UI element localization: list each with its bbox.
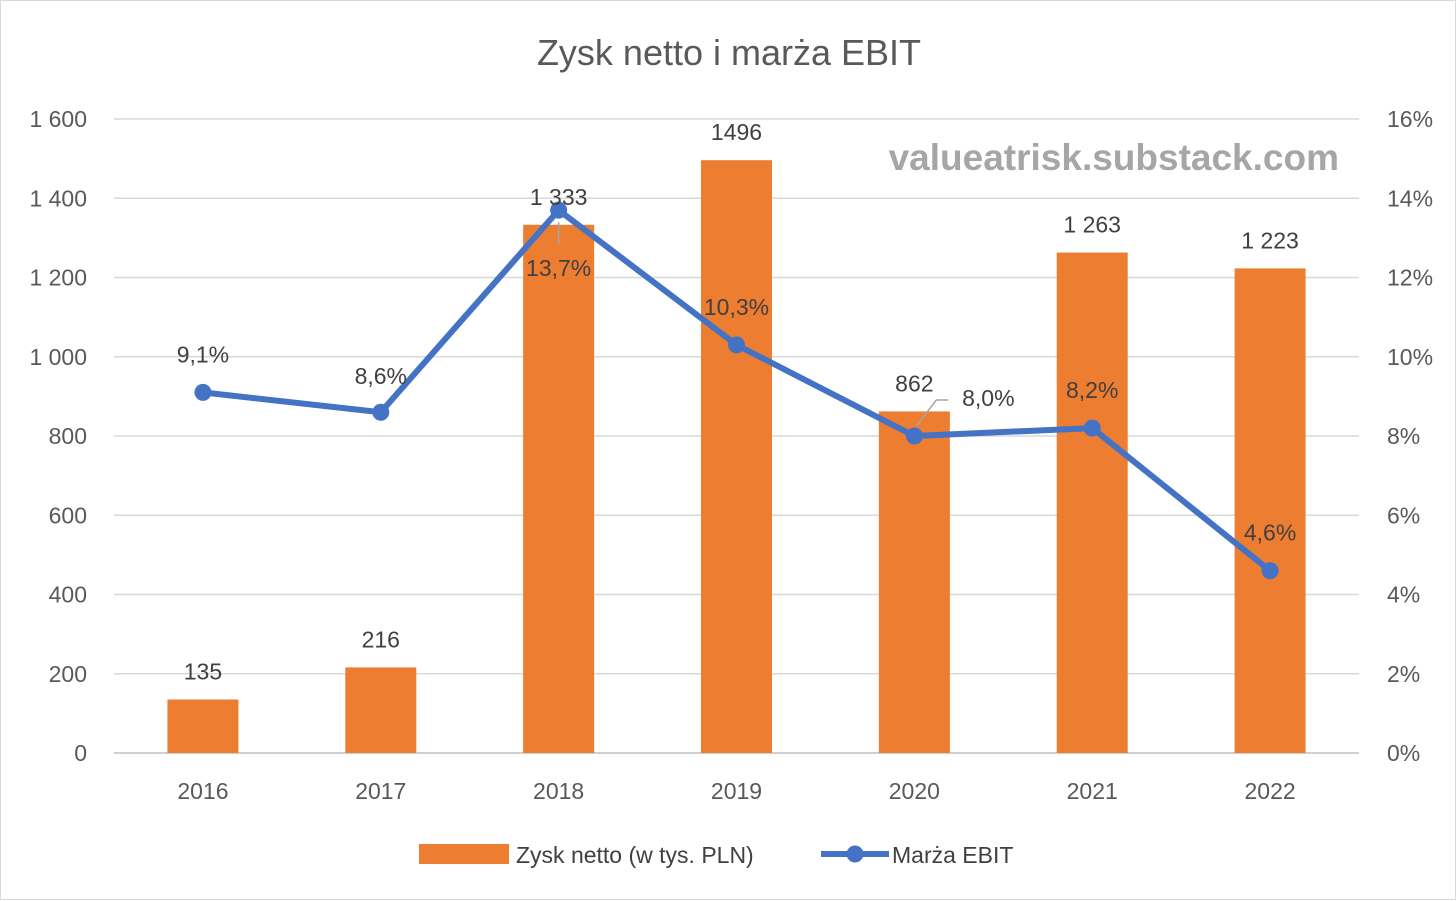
- y-left-tick-label: 1 000: [29, 344, 87, 370]
- y-left-tick-label: 0: [74, 740, 87, 766]
- watermark-text: valueatrisk.substack.com: [889, 137, 1339, 178]
- y-right-tick-label: 8%: [1387, 423, 1420, 449]
- chart-title: Zysk netto i marża EBIT: [537, 32, 921, 73]
- x-tick-label: 2016: [177, 778, 228, 804]
- x-tick-label: 2019: [711, 778, 762, 804]
- x-tick-label: 2022: [1244, 778, 1295, 804]
- bar: [878, 411, 950, 753]
- legend-label-zysk-netto: Zysk netto (w tys. PLN): [516, 842, 754, 868]
- bar: [167, 699, 239, 753]
- legend-swatch-zysk-netto: [419, 844, 509, 864]
- line-point: [194, 383, 212, 401]
- legend-label-marza-ebit: Marża EBIT: [892, 842, 1013, 868]
- line-data-label: 9,1%: [177, 341, 229, 367]
- bar-series: [167, 160, 1306, 753]
- y-right-tick-label: 6%: [1387, 502, 1420, 528]
- bar-data-label: 216: [362, 626, 400, 652]
- line-point: [728, 336, 745, 354]
- bar-data-label: 1 263: [1063, 212, 1121, 238]
- y-right-tick-label: 14%: [1387, 185, 1433, 211]
- bar: [523, 224, 595, 753]
- x-tick-label: 2017: [355, 778, 406, 804]
- line-data-label: 8,6%: [355, 363, 407, 389]
- y-left-tick-label: 800: [49, 423, 87, 449]
- line-point: [1261, 562, 1279, 580]
- x-tick-label: 2020: [889, 778, 940, 804]
- bar-data-label: 1 223: [1241, 227, 1299, 253]
- line-data-label: 8,2%: [1066, 377, 1118, 403]
- line-data-label: 10,3%: [704, 294, 769, 320]
- data-labels: 135 216 1 333 1496 862 1 263 1 223 9,1% 8,6% 13,7…: [177, 119, 1299, 684]
- bar-data-label: 135: [184, 659, 222, 685]
- bar: [345, 667, 417, 753]
- legend-marker-marza-ebit: [846, 845, 864, 863]
- line-data-label: 8,0%: [962, 385, 1014, 411]
- y-left-tick-label: 200: [49, 661, 87, 687]
- y-left-tick-label: 1 400: [29, 185, 87, 211]
- x-tick-label: 2021: [1067, 778, 1118, 804]
- x-tick-label: 2018: [533, 778, 584, 804]
- line-point: [372, 403, 390, 421]
- y-right-tick-label: 2%: [1387, 661, 1420, 687]
- bar-data-label: 1496: [711, 119, 762, 145]
- bar: [701, 160, 772, 753]
- y-right-tick-label: 10%: [1387, 344, 1433, 370]
- line-series: [194, 201, 1279, 580]
- legend: Zysk netto (w tys. PLN) Marża EBIT: [419, 842, 1013, 868]
- y-left-tick-label: 1 200: [29, 265, 87, 291]
- bar-data-label: 862: [895, 370, 933, 396]
- y-right-tick-label: 12%: [1387, 265, 1433, 291]
- y-left-tick-label: 600: [49, 502, 87, 528]
- line-point: [1083, 419, 1101, 437]
- line-data-label: 4,6%: [1244, 520, 1296, 546]
- bar-data-label: 1 333: [530, 184, 588, 210]
- y-right-tick-label: 16%: [1387, 106, 1433, 132]
- y-left-tick-label: 400: [49, 582, 87, 608]
- line-data-label: 13,7%: [526, 255, 591, 281]
- y-right-tick-label: 0%: [1387, 740, 1420, 766]
- y-right-tick-label: 4%: [1387, 582, 1420, 608]
- y-left-tick-label: 1 600: [29, 106, 87, 132]
- axis-ticks: 0 200 400 600 800 1 000 1 200 1 400 1 600 0% 2% 4% 6…: [29, 106, 1433, 804]
- bar: [1234, 268, 1306, 753]
- bar: [1056, 252, 1128, 753]
- line-point: [905, 427, 923, 445]
- line-point: [550, 201, 568, 219]
- label-leader-line: [915, 399, 949, 427]
